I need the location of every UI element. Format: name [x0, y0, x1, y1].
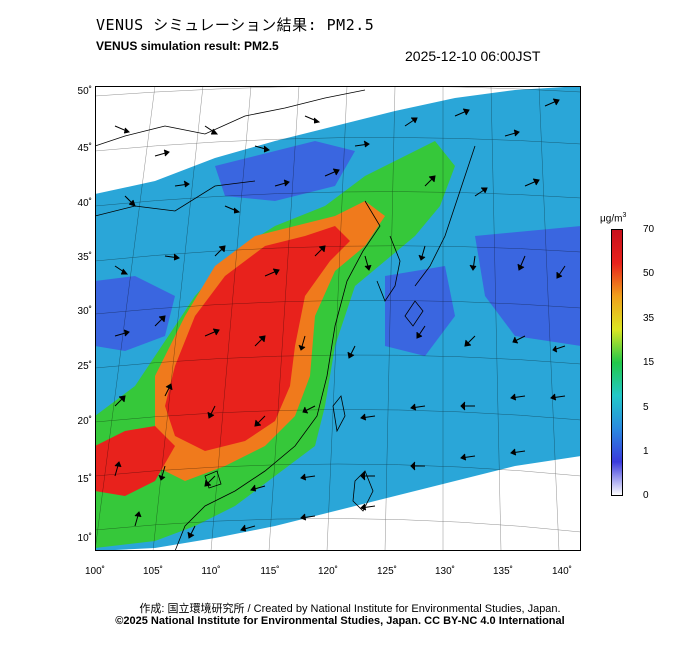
lon-label-135: 135˚ — [492, 566, 513, 577]
lat-label-30: 30˚ — [77, 306, 92, 317]
lon-label-125: 125˚ — [376, 566, 397, 577]
coastline-japan — [414, 145, 476, 287]
lat-label-35: 35˚ — [77, 252, 92, 263]
coastline-china — [174, 200, 381, 551]
lon-label-140: 140˚ — [551, 566, 572, 577]
credit-text: 作成: 国立環境研究所 / Created by National Instit… — [139, 603, 561, 615]
pm25-map — [95, 86, 581, 551]
lon-label-105: 105˚ — [142, 566, 163, 577]
title-ja: VENUS シミュレーション結果: PM2.5 — [96, 16, 375, 34]
border-north — [95, 89, 366, 147]
title-en: VENUS simulation result: PM2.5 — [96, 39, 279, 53]
coastline-korea — [376, 235, 401, 302]
lon-label-130: 130˚ — [434, 566, 455, 577]
colorbar-unit: μg/m3 — [600, 212, 626, 224]
colorbar-tick-70: 70 — [643, 224, 655, 235]
lat-label-50: 50˚ — [77, 86, 92, 97]
colorbar-unit-prefix: μg/m — [600, 213, 623, 225]
colorbar — [611, 229, 623, 496]
license-text: ©2025 National Institute for Environment… — [115, 615, 565, 627]
lat-label-40: 40˚ — [77, 198, 92, 209]
coastline-kyushu — [404, 300, 424, 327]
lon-label-100: 100˚ — [84, 566, 105, 577]
wind-arrows — [114, 98, 566, 539]
lat-label-45: 45˚ — [77, 143, 92, 154]
concentration-very-high-south — [95, 426, 175, 496]
coastline-luzon — [352, 470, 374, 512]
colorbar-tick-5: 5 — [643, 402, 649, 413]
colorbar-tick-50: 50 — [643, 268, 655, 279]
border-inland — [95, 180, 256, 217]
concentration-very-high-core — [165, 226, 350, 451]
concentration-very-low-east — [385, 266, 455, 356]
lat-label-10: 10˚ — [77, 533, 92, 544]
colorbar-tick-0: 0 — [643, 490, 649, 501]
lon-label-110: 110˚ — [201, 566, 221, 577]
colorbar-tick-15: 15 — [643, 357, 655, 368]
concentration-very-low-pacific — [475, 226, 581, 346]
lon-label-115: 115˚ — [260, 566, 280, 577]
colorbar-tick-1: 1 — [643, 446, 649, 457]
lat-label-15: 15˚ — [77, 474, 92, 485]
lat-label-25: 25˚ — [77, 361, 92, 372]
concentration-very-low-west — [95, 276, 175, 351]
lon-label-120: 120˚ — [317, 566, 338, 577]
lat-label-20: 20˚ — [77, 416, 92, 427]
colorbar-unit-sup: 3 — [622, 212, 627, 219]
colorbar-tick-35: 35 — [643, 313, 655, 324]
concentration-very-low-north — [215, 141, 355, 201]
timestamp: 2025-12-10 06:00JST — [405, 48, 541, 64]
coastline-taiwan — [332, 395, 346, 433]
